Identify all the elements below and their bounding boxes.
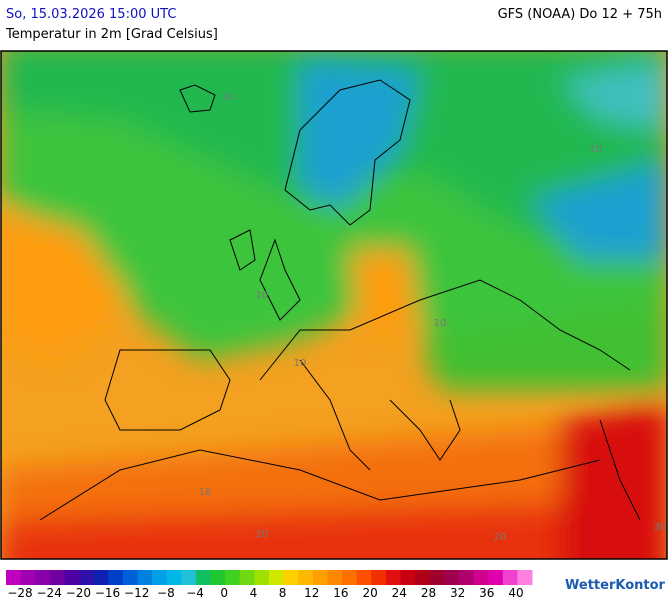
- contour-label: 10: [222, 92, 235, 103]
- legend-swatch: [166, 570, 182, 585]
- legend-tick-label: −8: [157, 586, 175, 600]
- contour-label: 10: [256, 290, 269, 301]
- contour-label: 10: [199, 487, 212, 498]
- legend-tick-label: −16: [95, 586, 120, 600]
- legend-swatch: [342, 570, 358, 585]
- legend-tick-label: −28: [7, 586, 32, 600]
- map: 10 10 10 10 10 10 20 20 30: [1, 51, 667, 559]
- legend-swatch: [269, 570, 285, 585]
- contour-label: 10: [434, 318, 447, 329]
- legend-swatch: [195, 570, 212, 585]
- legend-swatch: [225, 570, 241, 585]
- legend-swatch: [108, 570, 124, 585]
- legend-tick-label: 40: [508, 586, 523, 600]
- legend-tick-label: −20: [66, 586, 91, 600]
- legend-tick-label: 36: [479, 586, 494, 600]
- legend-swatch: [298, 570, 314, 585]
- legend-swatch: [415, 570, 431, 585]
- legend-swatch: [517, 570, 533, 585]
- legend-swatch: [371, 570, 387, 585]
- legend-swatch: [385, 570, 401, 585]
- legend-tick-label: 8: [279, 586, 287, 600]
- logo: WetterKontor: [565, 578, 666, 593]
- legend-swatch: [327, 570, 343, 585]
- legend-swatch: [35, 570, 51, 585]
- legend-swatch: [152, 570, 168, 585]
- legend-tick-label: 12: [304, 586, 319, 600]
- legend-swatch: [502, 570, 518, 585]
- legend-swatch: [254, 570, 270, 585]
- map-frame: [0, 50, 668, 560]
- legend-swatch: [400, 570, 416, 585]
- legend-tick-label: 4: [250, 586, 258, 600]
- legend-swatch: [488, 570, 504, 585]
- contour-label: 20: [494, 532, 507, 543]
- date: So, 15.03.2026 15:00 UTC: [6, 7, 176, 22]
- legend-tick-label: −12: [124, 586, 149, 600]
- subtitle: Temperatur in 2m [Grad Celsius]: [5, 27, 218, 42]
- legend-tick-label: −24: [37, 586, 62, 600]
- legend-swatch: [356, 570, 372, 585]
- contour-label: 10: [590, 144, 603, 155]
- legend-swatch: [137, 570, 153, 585]
- legend-tick-label: 28: [421, 586, 436, 600]
- legend-tick-label: 20: [362, 586, 377, 600]
- legend-swatch: [473, 570, 489, 585]
- legend-swatch: [64, 570, 80, 585]
- legend-swatch: [312, 570, 328, 585]
- legend-swatch: [6, 570, 22, 585]
- legend-tick-label: 16: [333, 586, 348, 600]
- legend-tick-label: 0: [220, 586, 228, 600]
- legend-swatch: [181, 570, 197, 585]
- legend-tick-label: 32: [450, 586, 465, 600]
- legend-swatch: [239, 570, 255, 585]
- contour-label: 10: [294, 358, 307, 369]
- legend-swatch: [79, 570, 95, 585]
- legend-swatch: [210, 570, 226, 585]
- legend-swatch: [20, 570, 36, 585]
- legend-tick-label: 24: [392, 586, 407, 600]
- legend-swatch: [122, 570, 138, 585]
- contour-label: 30: [654, 522, 667, 533]
- legend-swatch: [458, 570, 475, 585]
- contour-label: 20: [256, 529, 269, 540]
- legend-swatch: [49, 570, 65, 585]
- legend-swatch: [429, 570, 445, 585]
- legend-swatch: [93, 570, 109, 585]
- model: GFS (NOAA) Do 12 + 75h: [498, 7, 662, 22]
- legend-swatch: [444, 570, 460, 585]
- coastlines: [39, 79, 641, 521]
- legend-tick-label: −4: [186, 586, 204, 600]
- legend-swatch: [283, 570, 299, 585]
